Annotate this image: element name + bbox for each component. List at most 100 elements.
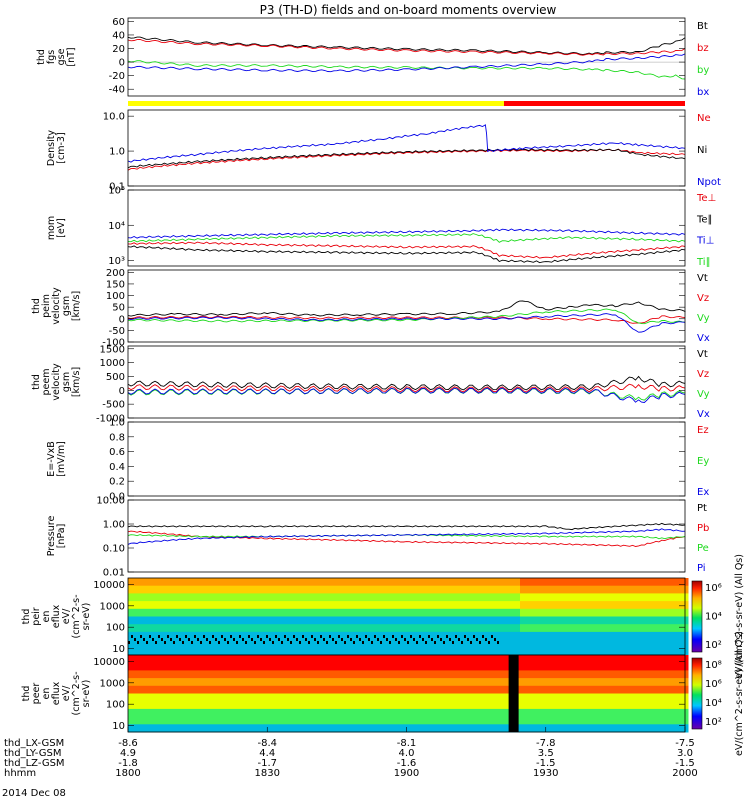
noise-dot <box>140 635 142 638</box>
spectrogram-cell <box>312 601 317 610</box>
spectrogram-cell <box>568 724 573 733</box>
spectrogram-cell <box>220 647 225 656</box>
spectrogram-cell <box>376 701 381 710</box>
x-row-value: -8.1 <box>397 738 417 749</box>
spectrogram-cell <box>360 678 365 687</box>
spectrogram-cell <box>364 678 369 687</box>
spectrogram-cell <box>640 655 645 664</box>
spectrogram-cell <box>292 670 297 679</box>
spectrogram-cell <box>524 578 529 587</box>
spectrogram-cell <box>300 593 305 602</box>
spectrogram-cell <box>568 685 573 694</box>
spectrogram-cell <box>188 708 193 718</box>
spectrogram-cell <box>268 616 273 625</box>
spectrogram-cell <box>164 655 169 664</box>
spectrogram-cell <box>472 670 477 679</box>
spectrogram-cell <box>132 601 137 610</box>
spectrogram-cell <box>132 678 137 687</box>
spectrogram-cell <box>208 662 213 671</box>
spectrogram-cell <box>328 647 333 656</box>
spectrogram-cell <box>520 593 525 602</box>
spectrogram-cell <box>660 585 665 594</box>
spectrogram-cell <box>356 593 361 602</box>
spectrogram-cell <box>660 708 665 718</box>
spectrogram-cell <box>596 716 601 725</box>
spectrogram-cell <box>656 662 661 671</box>
spectrogram-cell <box>152 647 157 656</box>
spectrogram-cell <box>328 678 333 687</box>
spectrogram-cell <box>628 616 633 625</box>
spectrogram-cell <box>504 701 509 710</box>
spectrogram-cell <box>644 578 649 587</box>
spectrogram-cell <box>276 631 281 641</box>
spectrogram-cell <box>296 716 301 725</box>
spectrogram-cell <box>420 578 425 587</box>
spectrogram-cell <box>168 647 173 656</box>
spectrogram-cell <box>560 678 565 687</box>
spectrogram-cell <box>632 647 637 656</box>
spectrogram-cell <box>132 701 137 710</box>
spectrogram-cell <box>244 624 249 633</box>
spectrogram-cell <box>152 716 157 725</box>
spectrogram-cell <box>236 593 241 602</box>
spectrogram-cell <box>212 685 217 694</box>
noise-dot <box>350 638 352 641</box>
spectrogram-cell <box>172 701 177 710</box>
spectrogram-cell <box>544 601 549 610</box>
spectrogram-cell <box>184 678 189 687</box>
spectrogram-cell <box>140 701 145 710</box>
spectrogram-cell <box>356 601 361 610</box>
spectrogram-cell <box>300 693 305 702</box>
spectrogram-cell <box>656 616 661 625</box>
spectrogram-cell <box>628 655 633 664</box>
spectrogram-cell <box>236 716 241 725</box>
noise-dot <box>209 641 211 644</box>
y-tick-label: 40 <box>112 30 125 41</box>
spectrogram-cell <box>576 724 581 733</box>
spectrogram-cell <box>376 639 381 648</box>
spectrogram-cell <box>640 647 645 656</box>
spectrogram-cell <box>212 724 217 733</box>
spectrogram-cell <box>520 724 525 733</box>
spectrogram-cell <box>276 701 281 710</box>
spectrogram-cell <box>652 647 657 656</box>
spectrogram-cell <box>544 593 549 602</box>
spectrogram-cell <box>584 678 589 687</box>
spectrogram-cell <box>156 724 161 733</box>
spectrogram-cell <box>524 647 529 656</box>
spectrogram-cell <box>512 616 517 625</box>
spectrogram-cell <box>212 647 217 656</box>
spectrogram-cell <box>228 724 233 733</box>
spectrogram-cell <box>388 701 393 710</box>
date-label: 2014 Dec 08 <box>2 788 66 799</box>
spectrogram-cell <box>652 724 657 733</box>
spectrogram-cell <box>592 655 597 664</box>
spectrogram-cell <box>148 708 153 718</box>
spectrogram-cell <box>544 585 549 594</box>
spectrogram-cell <box>420 655 425 664</box>
spectrogram-cell <box>336 608 341 617</box>
spectrogram-cell <box>564 624 569 633</box>
spectrogram-cell <box>656 639 661 648</box>
spectrogram-cell <box>144 624 149 633</box>
spectrogram-cell <box>644 655 649 664</box>
spectrogram-cell <box>424 693 429 702</box>
spectrogram-cell <box>504 655 509 664</box>
spectrogram-cell <box>144 701 149 710</box>
x-row-label: thd_LX-GSM <box>4 738 64 749</box>
spectrogram-cell <box>456 693 461 702</box>
spectrogram-cell <box>232 701 237 710</box>
spectrogram-cell <box>672 724 677 733</box>
spectrogram-cell <box>332 685 337 694</box>
spectrogram-cell <box>216 578 221 587</box>
spectrogram-cell <box>680 655 685 664</box>
spectrogram-cell <box>648 655 653 664</box>
spectrogram-cell <box>528 716 533 725</box>
spectrogram-cell <box>656 578 661 587</box>
spectrogram-cell <box>540 678 545 687</box>
spectrogram-cell <box>160 647 165 656</box>
spectrogram-cell <box>652 593 657 602</box>
spectrogram-cell <box>464 724 469 733</box>
noise-dot <box>389 641 391 644</box>
spectrogram-cell <box>140 670 145 679</box>
